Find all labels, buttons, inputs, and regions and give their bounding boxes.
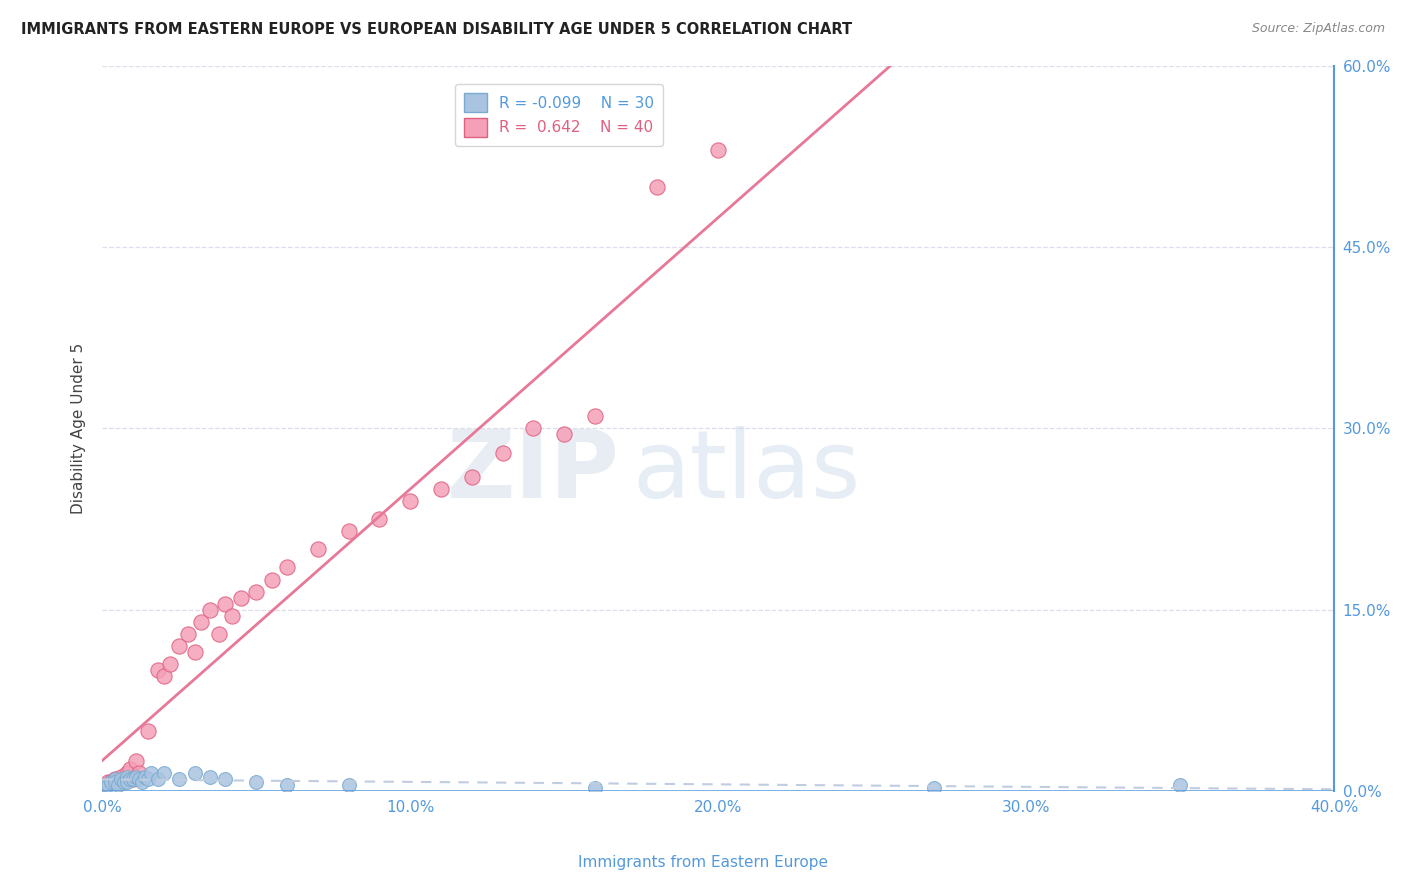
Point	[122, 772, 145, 786]
Point	[183, 766, 205, 780]
Point	[141, 766, 163, 780]
Point	[167, 772, 190, 786]
Point	[214, 772, 236, 786]
Point	[125, 770, 148, 784]
Point	[583, 780, 606, 795]
Text: Source: ZipAtlas.com: Source: ZipAtlas.com	[1251, 22, 1385, 36]
Point	[183, 645, 205, 659]
Point	[115, 774, 138, 789]
Point	[307, 542, 329, 557]
Point	[131, 774, 153, 789]
Point	[112, 772, 135, 786]
Point	[645, 179, 668, 194]
Point	[276, 778, 298, 792]
Point	[100, 774, 122, 789]
Point	[94, 778, 117, 792]
Point	[146, 663, 169, 677]
Point	[146, 772, 169, 786]
Text: atlas: atlas	[631, 426, 860, 518]
Point	[103, 772, 125, 786]
Point	[115, 766, 138, 780]
Legend: R = -0.099    N = 30, R =  0.642    N = 40: R = -0.099 N = 30, R = 0.642 N = 40	[454, 84, 664, 146]
Point	[94, 778, 117, 792]
Point	[190, 615, 212, 629]
Point	[208, 627, 231, 641]
Point	[198, 603, 221, 617]
Text: Immigrants from Eastern Europe: Immigrants from Eastern Europe	[578, 855, 828, 870]
Point	[138, 772, 160, 786]
Point	[177, 627, 200, 641]
Point	[138, 723, 160, 738]
Point	[97, 778, 120, 792]
Point	[245, 584, 267, 599]
Point	[491, 445, 513, 459]
Point	[128, 772, 150, 786]
Point	[107, 774, 129, 789]
Point	[107, 778, 129, 792]
Point	[110, 770, 132, 784]
Point	[221, 608, 243, 623]
Point	[153, 766, 176, 780]
Point	[553, 427, 575, 442]
Point	[260, 573, 283, 587]
Point	[337, 778, 360, 792]
Point	[922, 780, 945, 795]
Point	[128, 766, 150, 780]
Point	[118, 763, 141, 777]
Point	[461, 470, 484, 484]
Point	[112, 774, 135, 789]
Point	[115, 770, 138, 784]
Point	[368, 512, 391, 526]
Point	[153, 669, 176, 683]
Point	[245, 774, 267, 789]
Point	[1168, 778, 1191, 792]
Point	[97, 774, 120, 789]
Point	[134, 770, 156, 784]
Point	[103, 774, 125, 789]
Point	[110, 772, 132, 786]
Point	[214, 597, 236, 611]
Point	[430, 482, 453, 496]
Point	[159, 657, 181, 672]
Point	[276, 560, 298, 574]
Text: IMMIGRANTS FROM EASTERN EUROPE VS EUROPEAN DISABILITY AGE UNDER 5 CORRELATION CH: IMMIGRANTS FROM EASTERN EUROPE VS EUROPE…	[21, 22, 852, 37]
Point	[100, 774, 122, 789]
Point	[229, 591, 252, 605]
Point	[337, 524, 360, 539]
Point	[198, 770, 221, 784]
Point	[122, 772, 145, 786]
Point	[103, 772, 125, 786]
Point	[399, 494, 422, 508]
Point	[118, 772, 141, 786]
Point	[583, 409, 606, 424]
Point	[167, 639, 190, 653]
Point	[125, 754, 148, 768]
Point	[707, 143, 730, 157]
Y-axis label: Disability Age Under 5: Disability Age Under 5	[72, 343, 86, 514]
Text: ZIP: ZIP	[447, 426, 620, 518]
Point	[522, 421, 544, 435]
